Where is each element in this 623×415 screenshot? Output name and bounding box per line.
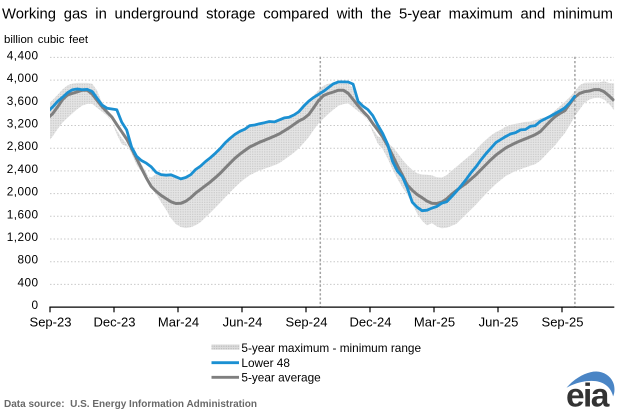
svg-text:2,800: 2,800 [7, 139, 39, 153]
svg-text:Working gas in underground sto: Working gas in underground storage compa… [2, 7, 613, 23]
svg-text:Jun-24: Jun-24 [223, 315, 263, 330]
svg-text:1,200: 1,200 [7, 230, 39, 244]
svg-text:eia: eia [566, 378, 610, 415]
svg-text:4,000: 4,000 [7, 71, 39, 85]
svg-text:Lower 48: Lower 48 [241, 356, 290, 370]
svg-text:800: 800 [17, 253, 38, 267]
svg-text:4,400: 4,400 [7, 48, 39, 62]
svg-text:400: 400 [17, 275, 38, 289]
svg-text:5-year average: 5-year average [241, 370, 321, 384]
svg-text:2,400: 2,400 [7, 162, 39, 176]
svg-text:Mar-24: Mar-24 [158, 315, 199, 330]
svg-text:1,600: 1,600 [7, 207, 39, 221]
svg-text:Sep-24: Sep-24 [286, 315, 328, 330]
svg-text:billion cubic feet: billion cubic feet [4, 34, 89, 46]
svg-text:Dec-24: Dec-24 [350, 315, 392, 330]
svg-text:5-year maximum - minimum range: 5-year maximum - minimum range [241, 341, 421, 355]
svg-text:3,200: 3,200 [7, 117, 39, 131]
svg-text:0: 0 [31, 298, 38, 312]
svg-text:Jun-25: Jun-25 [479, 315, 519, 330]
svg-text:Dec-23: Dec-23 [94, 315, 136, 330]
svg-text:Sep-23: Sep-23 [30, 315, 72, 330]
svg-text:Mar-25: Mar-25 [414, 315, 455, 330]
svg-text:2,000: 2,000 [7, 185, 39, 199]
svg-text:Sep-25: Sep-25 [542, 315, 584, 330]
svg-text:3,600: 3,600 [7, 94, 39, 108]
svg-text:Data source: U.S. Energy Info: Data source: U.S. Energy Information Adm… [4, 399, 257, 410]
